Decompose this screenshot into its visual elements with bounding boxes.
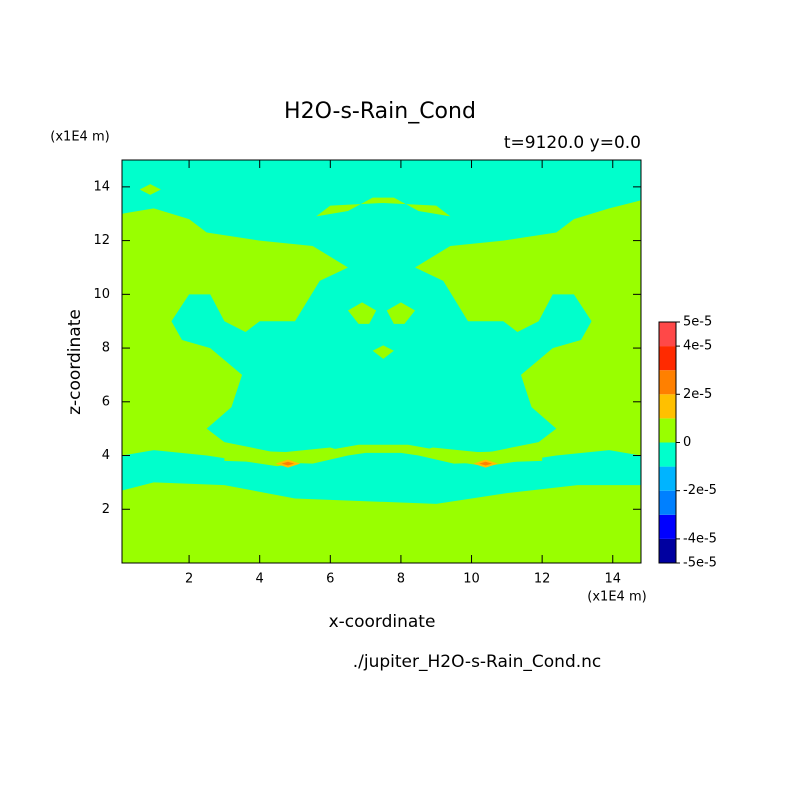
colorbar-band xyxy=(659,322,676,347)
colorbar-band xyxy=(659,466,676,491)
source-file: ./jupiter_H2O-s-Rain_Cond.nc xyxy=(353,652,602,672)
y-tick-label: 8 xyxy=(102,341,110,356)
colorbar-label: -2e-5 xyxy=(683,483,717,498)
colorbar-band xyxy=(659,370,676,395)
contour-region xyxy=(122,482,641,563)
colorbar-band xyxy=(659,490,676,515)
colorbar-band xyxy=(659,538,676,563)
x-tick-label: 10 xyxy=(463,572,480,587)
colorbar-band xyxy=(659,418,676,443)
y-tick-label: 6 xyxy=(102,394,110,409)
y-tick-label: 4 xyxy=(102,448,110,463)
colorbar-label: -5e-5 xyxy=(683,556,717,571)
y-unit: (x1E4 m) xyxy=(50,130,109,145)
contour-region xyxy=(347,302,377,324)
colorbar-band xyxy=(659,346,676,371)
colorbar-label: 4e-5 xyxy=(683,339,712,354)
colorbar-label: 0 xyxy=(683,435,691,450)
y-axis-label: z-coordinate xyxy=(65,309,85,415)
colorbar-band xyxy=(659,394,676,419)
x-tick-label: 8 xyxy=(397,572,405,587)
contour-region xyxy=(139,184,161,195)
x-tick-label: 14 xyxy=(604,572,621,587)
contour-region xyxy=(224,444,543,464)
colorbar-band xyxy=(659,442,676,467)
colorbar-label: -4e-5 xyxy=(683,531,717,546)
contour-region xyxy=(316,197,451,217)
x-tick-label: 6 xyxy=(326,572,334,587)
x-tick-label: 4 xyxy=(256,572,264,587)
contour-region xyxy=(122,208,348,467)
colorbar-label: 2e-5 xyxy=(683,387,712,402)
x-unit: (x1E4 m) xyxy=(587,590,646,605)
x-axis-label: x-coordinate xyxy=(329,612,436,632)
subtitle: t=9120.0 y=0.0 xyxy=(504,133,641,153)
x-tick-label: 2 xyxy=(185,572,193,587)
plot-area xyxy=(122,160,641,563)
y-tick-label: 10 xyxy=(93,287,110,302)
y-tick-label: 14 xyxy=(93,179,110,194)
chart-title: H2O-s-Rain_Cond xyxy=(284,99,476,124)
plot-frame xyxy=(121,159,642,564)
contour-region xyxy=(386,302,416,324)
contour-region xyxy=(372,345,394,359)
contour-region xyxy=(415,200,641,467)
colorbar-label: 5e-5 xyxy=(683,315,712,330)
x-tick-label: 12 xyxy=(534,572,551,587)
contour-region xyxy=(281,461,295,466)
y-tick-label: 12 xyxy=(93,233,110,248)
colorbar-band xyxy=(659,514,676,539)
y-tick-label: 2 xyxy=(102,502,110,517)
contour-region xyxy=(479,461,493,466)
